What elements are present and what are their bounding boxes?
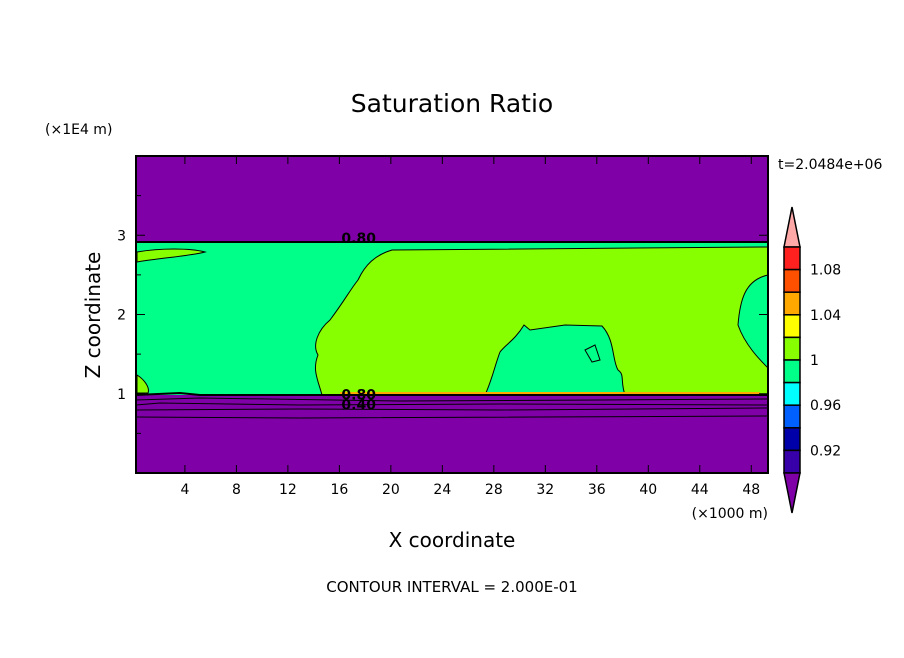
colorbar-swatch [783,404,801,429]
colorbar-lower-arrow [783,472,801,514]
colorbar-label: 1.04 [810,308,841,324]
region-lime [315,246,769,396]
x-tick-label: 44 [691,482,709,498]
region-lime-left-top [136,248,207,263]
colorbar-upper-arrow [783,206,801,248]
colorbar-swatch [783,246,801,271]
x-tick-label: 40 [639,482,657,498]
x-tick-label: 36 [588,482,606,498]
x-tick-label: 48 [742,482,760,498]
x-axis-label: X coordinate [389,528,516,552]
region-green-pocket [584,344,601,363]
region-orange-strip [340,392,760,395]
x-tick-label: 12 [279,482,297,498]
x-tick-label: 24 [433,482,451,498]
time-label: t=2.0484e+06 [778,157,882,173]
colorbar-label: 1 [810,353,819,369]
colorbar-swatch [783,381,801,406]
colorbar-swatch [783,336,801,361]
region-lime-left-bottom [136,374,149,394]
contour-line [135,415,769,419]
colorbar-label: 0.96 [810,398,841,414]
contour-line [135,391,768,396]
colorbar-swatch [783,268,801,293]
contour-line [135,402,769,406]
y-unit-label: (×1E4 m) [45,122,112,138]
y-tick-label: 1 [117,387,126,403]
chart-title: Saturation Ratio [351,89,553,118]
x-unit-label: (×1000 m) [692,506,768,522]
colorbar-swatch [783,291,801,316]
colorbar-swatch [783,427,801,452]
colorbar: 1.08 1.04 1 0.96 0.92 [783,206,841,514]
y-axis-label: Z coordinate [81,252,105,379]
colorbar-label: 1.08 [810,263,841,279]
x-tick-label: 32 [536,482,554,498]
contour-line [135,407,769,411]
contour-label: 0.80 [341,231,376,247]
x-tick-label: 8 [232,482,241,498]
colorbar-swatch [783,359,801,384]
x-tick-label: 4 [180,482,189,498]
plot-area: 0.800.800.40 [135,155,769,474]
colorbar-label: 0.92 [810,443,841,459]
contour-interval-label: CONTOUR INTERVAL = 2.000E-01 [326,578,577,596]
x-tick-label: 28 [485,482,503,498]
contour-label: 0.80 [341,387,376,403]
y-tick-label: 3 [117,228,126,244]
colorbar-swatch [783,449,801,474]
y-tick-label: 2 [117,308,126,324]
contour-line [135,397,769,402]
x-tick-label: 16 [330,482,348,498]
x-tick-label: 20 [382,482,400,498]
contour-label: 0.40 [341,398,376,414]
colorbar-swatch [783,314,801,339]
